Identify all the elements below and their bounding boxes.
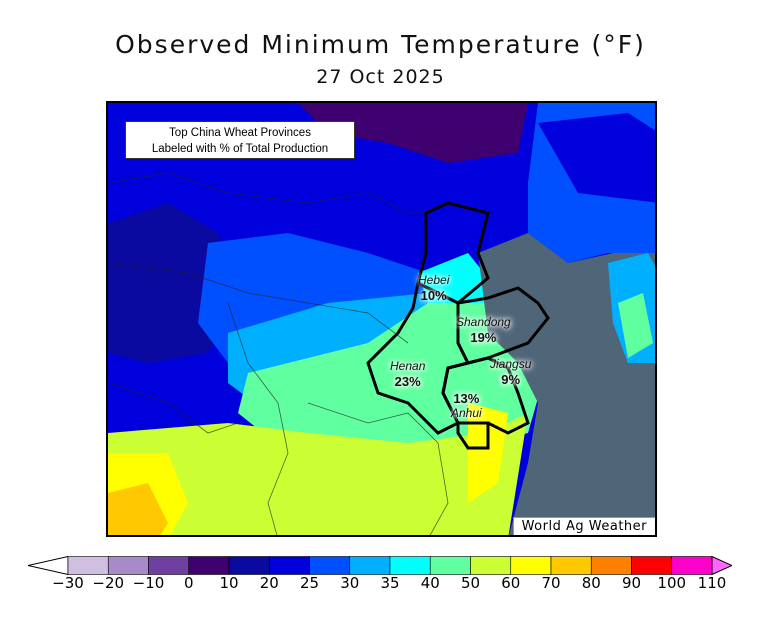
- colorbar-swatch: [228, 556, 270, 575]
- province-name: Anhui: [451, 406, 482, 420]
- province-borders: [366, 201, 550, 450]
- colorbar-swatch: [148, 556, 190, 575]
- credit-label: World Ag Weather: [512, 517, 655, 535]
- cold-region: [298, 103, 528, 163]
- province-pct: 13%: [453, 391, 480, 406]
- province-label-shandong: Shandong 19%: [456, 315, 511, 345]
- province-label-anhui: 13% Anhui: [451, 391, 482, 421]
- colorbar-tick-label: −10: [132, 574, 165, 592]
- colorbar-swatch: [550, 556, 592, 575]
- sea: [478, 233, 655, 535]
- colorbar-tick-label: 110: [697, 574, 727, 592]
- temperature-map: Top China Wheat Provinces Labeled with %…: [106, 101, 657, 537]
- colorbar-tick-label: 70: [541, 574, 561, 592]
- note-line-1: Top China Wheat Provinces: [169, 127, 311, 139]
- colorbar-tick-label: −20: [92, 574, 125, 592]
- province-pct: 9%: [501, 372, 521, 387]
- colorbar-tick-label: 30: [340, 574, 360, 592]
- province-name: Henan: [390, 359, 426, 373]
- map-field: [108, 103, 655, 535]
- northeast-region: [538, 113, 655, 203]
- province-label-hebei: Hebei 10%: [418, 273, 449, 303]
- map-title: Observed Minimum Temperature (°F): [115, 30, 646, 59]
- colorbar-swatch: [671, 556, 713, 575]
- colorbar-tick-label: 90: [621, 574, 642, 592]
- colorbar-tick-label: 25: [299, 574, 320, 592]
- map-date: 27 Oct 2025: [316, 66, 445, 88]
- colorbar-swatch: [510, 556, 552, 575]
- note-line-2: Labeled with % of Total Production: [151, 143, 329, 155]
- colorbar-tick-label: 50: [460, 574, 481, 592]
- colorbar: [28, 556, 732, 575]
- province-name: Jiangsu: [490, 357, 532, 371]
- colorbar-swatch: [429, 556, 471, 575]
- province-pct: 19%: [470, 330, 497, 345]
- colorbar-tick-label: 40: [420, 574, 440, 592]
- colorbar-swatch: [470, 556, 512, 575]
- colorbar-swatch: [188, 556, 230, 575]
- colorbar-tick-label: 80: [581, 574, 601, 592]
- wheat-note-box: Top China Wheat Provinces Labeled with %…: [125, 121, 355, 159]
- colorbar-swatch: [67, 556, 109, 575]
- colorbar-tick-label: 0: [183, 574, 194, 592]
- colorbar-swatch: [389, 556, 431, 575]
- colorbar-swatch: [107, 556, 149, 575]
- colorbar-tick-label: 100: [657, 574, 687, 592]
- colorbar-tick-label: 35: [380, 574, 400, 592]
- province-label-henan: Henan 23%: [390, 359, 425, 389]
- warm-region: [108, 413, 528, 535]
- colorbar-tick-label: 10: [219, 574, 239, 592]
- province-pct: 10%: [420, 288, 447, 303]
- colorbar-ticks: −30 −20 −10 0 10 20 25 30 35 40 50 60 70 80 90 100 110: [0, 574, 761, 594]
- colorbar-swatch: [349, 556, 391, 575]
- colorbar-tick-label: 60: [501, 574, 521, 592]
- colorbar-tick-label: 20: [259, 574, 279, 592]
- colorbar-low-arrow: [28, 556, 69, 575]
- province-pct: 23%: [394, 374, 421, 389]
- province-name: Shandong: [456, 315, 511, 329]
- colorbar-swatch: [268, 556, 310, 575]
- colorbar-high-arrow: [711, 556, 732, 575]
- province-name: Hebei: [418, 273, 450, 287]
- hot-region: [108, 483, 168, 535]
- colorbar-swatch: [590, 556, 632, 575]
- colorbar-swatch: [309, 556, 351, 575]
- colorbar-tick-label: −30: [52, 574, 84, 592]
- province-label-jiangsu: Jiangsu 9%: [490, 357, 531, 387]
- admin-borders: [108, 172, 449, 535]
- korea-land: [618, 293, 653, 358]
- colorbar-swatch: [631, 556, 673, 575]
